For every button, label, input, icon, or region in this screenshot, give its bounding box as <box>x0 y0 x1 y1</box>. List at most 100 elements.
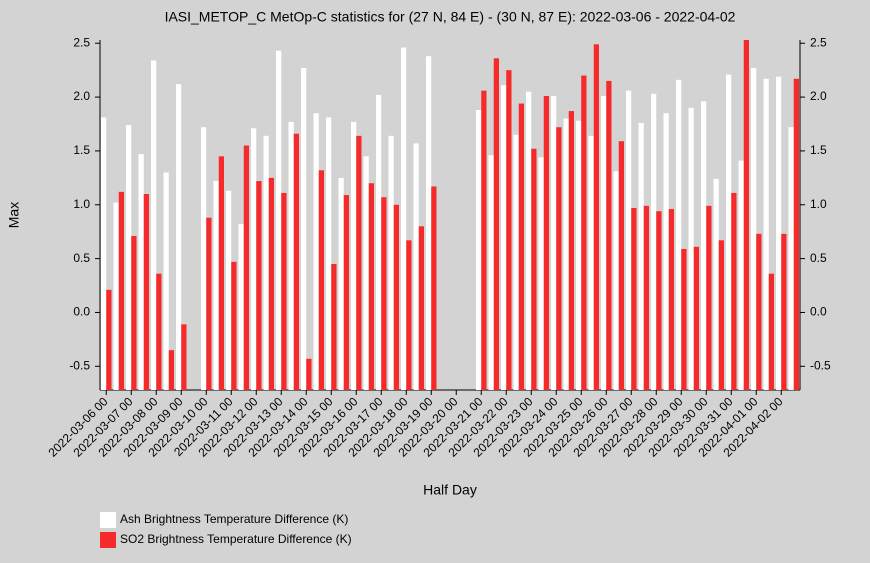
bar <box>793 78 799 391</box>
bar <box>568 111 574 391</box>
y2-tick-label: 2.5 <box>810 35 827 49</box>
bar <box>301 68 307 390</box>
bar <box>701 101 707 390</box>
bar <box>313 113 319 390</box>
bar <box>431 186 437 390</box>
bar <box>343 195 349 390</box>
bar <box>576 120 582 391</box>
y-tick-label: 0.0 <box>73 305 90 319</box>
bar <box>731 192 737 390</box>
bar <box>781 233 787 390</box>
bar <box>488 155 494 390</box>
bar <box>556 127 562 390</box>
bar <box>493 58 499 391</box>
bar <box>218 156 224 390</box>
bar <box>331 264 337 390</box>
bar <box>788 127 794 390</box>
bar <box>356 135 362 390</box>
legend-swatch <box>100 532 116 548</box>
bar <box>238 224 244 390</box>
bar <box>393 204 399 390</box>
bar <box>581 75 587 391</box>
bar <box>226 190 232 390</box>
bar <box>526 91 532 390</box>
bar <box>306 358 312 390</box>
legend-swatch <box>100 512 116 528</box>
bar <box>426 56 432 391</box>
bar <box>381 197 387 390</box>
bar <box>776 76 782 390</box>
bar <box>613 171 619 390</box>
bar <box>418 226 424 390</box>
bar <box>156 273 162 390</box>
bar <box>638 122 644 390</box>
bar <box>501 85 507 390</box>
bar <box>363 156 369 390</box>
y2-tick-label: 2.0 <box>810 89 827 103</box>
bar <box>368 183 374 390</box>
bar <box>668 209 674 390</box>
bar <box>743 40 749 390</box>
bar <box>263 135 269 390</box>
bar <box>563 118 569 390</box>
x-axis-label: Half Day <box>423 482 477 498</box>
bar <box>481 90 487 390</box>
bar <box>713 178 719 390</box>
bar <box>201 127 207 390</box>
bar <box>138 154 144 390</box>
bar <box>651 93 657 390</box>
y2-tick-label: 0.0 <box>810 305 827 319</box>
bar <box>756 233 762 390</box>
bar <box>106 289 112 390</box>
bar <box>176 84 182 391</box>
bar <box>688 107 694 390</box>
bar <box>718 240 724 390</box>
bar <box>131 236 137 390</box>
bar <box>543 96 549 390</box>
bar <box>476 110 482 390</box>
bar <box>118 191 124 390</box>
bar <box>751 68 757 390</box>
bar <box>763 78 769 391</box>
bar <box>631 208 637 390</box>
bar <box>738 160 744 390</box>
bar <box>351 121 357 390</box>
bar <box>181 324 187 390</box>
bar <box>506 70 512 391</box>
bar <box>588 135 594 390</box>
bar <box>293 133 299 390</box>
bar <box>726 74 732 390</box>
bar <box>531 148 537 390</box>
bar <box>206 217 212 390</box>
bar <box>288 121 294 390</box>
bar <box>406 240 412 390</box>
bar <box>768 273 774 390</box>
bar <box>376 94 382 390</box>
y-tick-label: 0.5 <box>73 251 90 265</box>
bar <box>151 60 157 390</box>
bar <box>601 96 607 390</box>
y-tick-label: 1.5 <box>73 143 90 157</box>
bar <box>693 246 699 390</box>
y2-tick-label: -0.5 <box>810 358 831 372</box>
bar <box>163 172 169 390</box>
bar <box>231 261 237 390</box>
bar <box>326 117 332 391</box>
bar <box>513 134 519 390</box>
y2-tick-label: 0.5 <box>810 251 827 265</box>
bar <box>681 248 687 390</box>
bar <box>243 145 249 390</box>
y-tick-label: -0.5 <box>69 358 90 372</box>
bar <box>126 125 132 391</box>
y-axis-label: Max <box>6 202 22 228</box>
bar <box>143 194 149 390</box>
bar <box>113 202 119 390</box>
y2-tick-label: 1.0 <box>810 197 827 211</box>
bar <box>538 157 544 390</box>
bar <box>213 181 219 390</box>
bar <box>101 117 107 391</box>
bar <box>318 170 324 390</box>
bar <box>281 192 287 390</box>
bar <box>401 47 407 391</box>
